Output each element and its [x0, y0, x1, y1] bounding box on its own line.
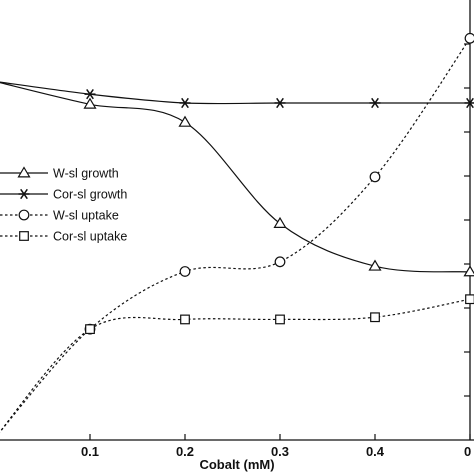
legend-marker [18, 188, 30, 200]
data-point [369, 171, 381, 183]
data-point [179, 266, 191, 277]
series-line-3 [0, 37, 471, 433]
data-point [464, 97, 474, 109]
x-tick-label: 0.4 [366, 444, 385, 459]
data-point [464, 32, 474, 44]
legend-label: Cor-sl uptake [53, 230, 127, 244]
series-line-4 [0, 298, 471, 433]
series-markers [83, 32, 474, 335]
legend-label: Cor-sl growth [53, 188, 127, 202]
data-point [83, 97, 97, 109]
data-point [178, 115, 192, 127]
x-tick-label: 0.1 [81, 444, 99, 459]
series-line-2 [0, 81, 470, 105]
data-point [463, 265, 474, 277]
data-point [465, 294, 474, 305]
data-point [274, 256, 286, 268]
legend-marker [19, 231, 29, 241]
x-tick-label: 0 [464, 444, 471, 459]
x-tick-label: 0.2 [176, 444, 194, 459]
legend-marker [18, 209, 30, 221]
data-point [179, 97, 191, 109]
legend-label: W-sl uptake [53, 209, 119, 223]
data-point [180, 314, 190, 325]
data-point [84, 89, 96, 100]
x-axis-label: Cobalt (mM) [199, 457, 274, 472]
data-point [370, 312, 380, 323]
legend: W-sl growth Cor-sl growth W-sl uptake Cor-s… [0, 166, 127, 244]
legend-marker [17, 166, 31, 178]
x-tick-labels: 0.1 0.2 0.3 0.4 0 [81, 444, 471, 459]
data-point [273, 216, 287, 228]
axes [0, 0, 474, 441]
data-point [369, 97, 381, 109]
x-tick-label: 0.3 [271, 444, 289, 459]
data-point [368, 259, 382, 271]
legend-label: W-sl growth [53, 167, 119, 181]
data-point [275, 314, 285, 325]
data-point [85, 324, 95, 335]
data-point [274, 97, 286, 109]
